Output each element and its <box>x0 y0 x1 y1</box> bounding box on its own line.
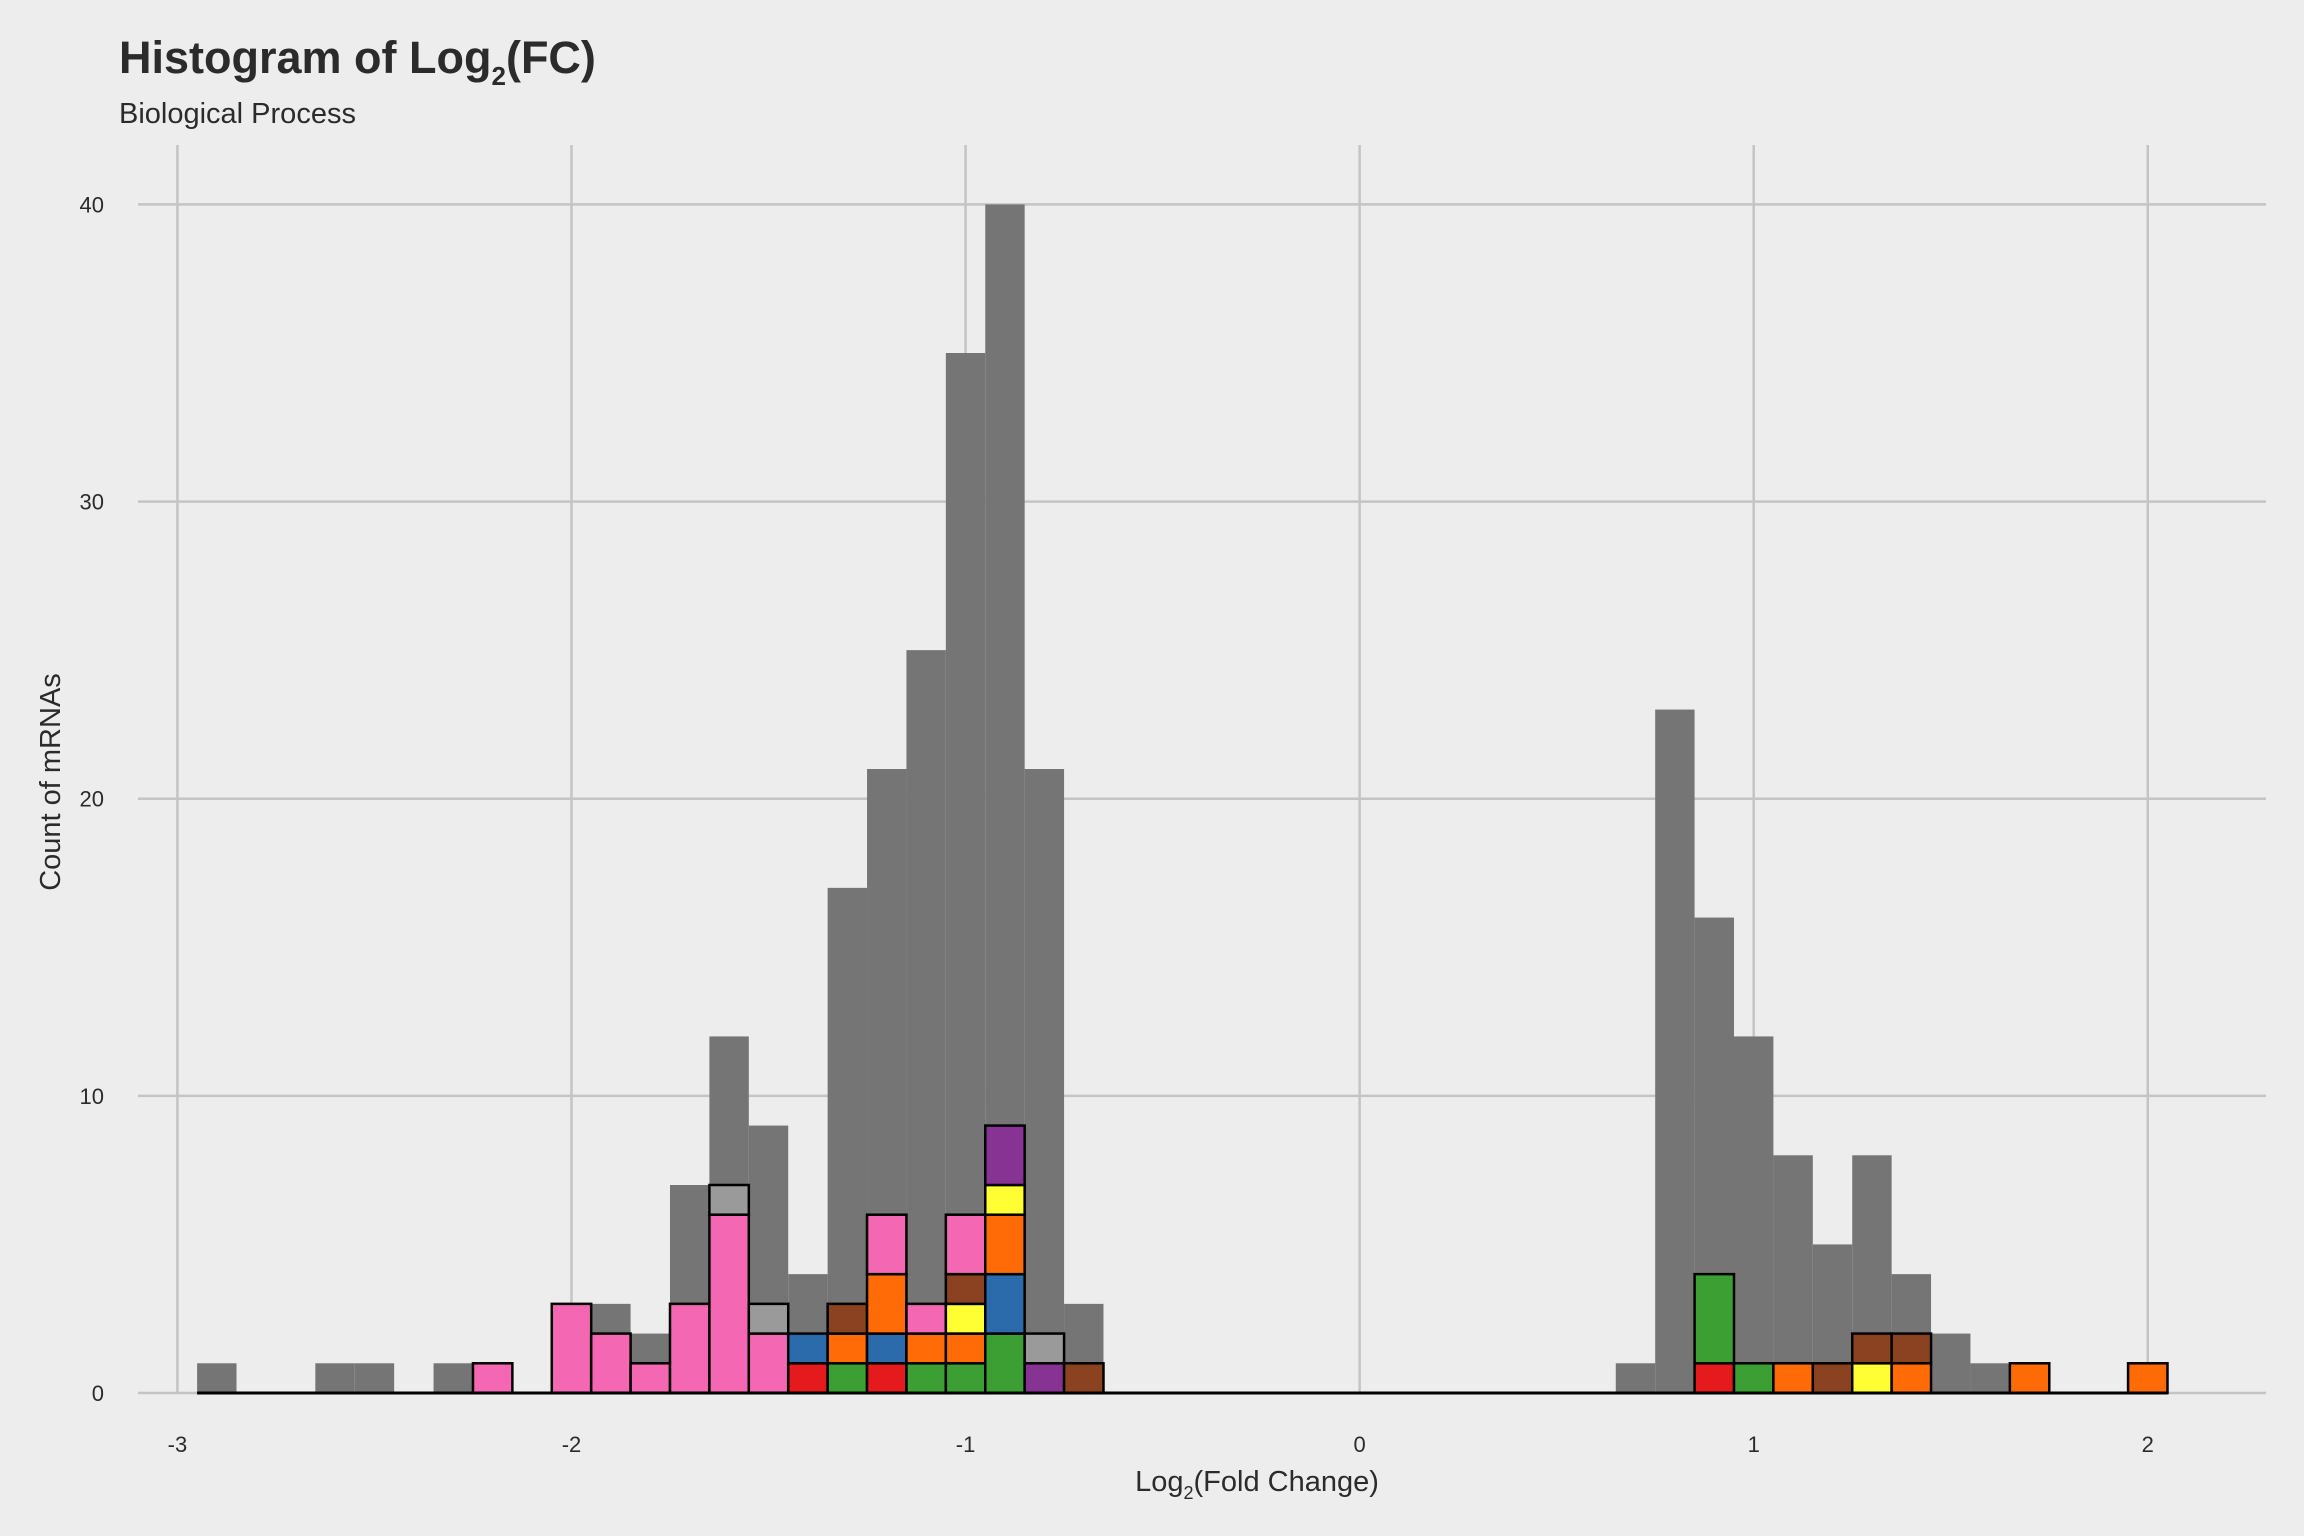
stacked-bar-segment <box>786 1362 829 1395</box>
histogram-bar <box>315 1363 355 1393</box>
stacked-bar-segment <box>905 1302 948 1335</box>
y-tick-label: 40 <box>80 192 104 217</box>
histogram-bar <box>1734 1036 1774 1393</box>
histogram-bar <box>1773 1155 1813 1393</box>
stacked-bar-segment <box>944 1332 987 1365</box>
stacked-bar-segment <box>984 1272 1026 1335</box>
chart-title: Histogram of Log2(FC) <box>119 32 596 91</box>
y-tick-label: 0 <box>92 1381 104 1406</box>
stacked-bar-segment <box>786 1332 829 1365</box>
stacked-bar-segment <box>865 1213 908 1276</box>
stacked-bar-segment <box>471 1362 514 1395</box>
stacked-bar-segment <box>2126 1362 2169 1395</box>
stacked-bar-segment <box>826 1362 869 1395</box>
stacked-bar-segment <box>1890 1362 1933 1395</box>
stacked-bar-segment <box>1890 1332 1933 1365</box>
x-tick-label: -2 <box>562 1432 582 1457</box>
stacked-bar-segment <box>1850 1362 1893 1395</box>
category-histogram <box>471 1124 2169 1395</box>
stacked-bar-segment <box>1693 1272 1736 1365</box>
stacked-bar-segment <box>747 1332 790 1395</box>
stacked-bar-segment <box>708 1213 751 1395</box>
x-tick-label: -1 <box>956 1432 976 1457</box>
histogram-bar <box>433 1363 473 1393</box>
grid-lines <box>138 145 2266 1395</box>
histogram-bar <box>1970 1363 2010 1393</box>
histogram-bar <box>1655 709 1695 1393</box>
x-tick-label: 1 <box>1748 1432 1760 1457</box>
y-tick-label: 10 <box>80 1084 104 1109</box>
x-tick-label: 2 <box>2142 1432 2154 1457</box>
stacked-bar-segment <box>944 1272 987 1306</box>
stacked-bar-segment <box>865 1362 908 1395</box>
stacked-bar-segment <box>1772 1362 1815 1395</box>
stacked-bar-segment <box>984 1332 1026 1395</box>
x-tick-label: -3 <box>168 1432 188 1457</box>
histogram-bar <box>197 1363 237 1393</box>
histogram-bar <box>1931 1333 1971 1393</box>
histogram-bar <box>906 650 946 1393</box>
stacked-bar-segment <box>826 1302 869 1335</box>
x-axis-ticks: -3 -2 -1 0 1 2 <box>168 1432 2154 1457</box>
stacked-bar-segment <box>1023 1332 1066 1365</box>
y-axis-ticks: 0 10 20 30 40 <box>80 192 104 1406</box>
stacked-bar-segment <box>865 1272 908 1335</box>
stacked-bar-segment <box>826 1332 869 1365</box>
stacked-bar-segment <box>865 1332 908 1365</box>
stacked-bar-segment <box>1023 1362 1066 1395</box>
stacked-bar-segment <box>984 1213 1026 1276</box>
stacked-bar-segment <box>905 1332 948 1365</box>
stacked-bar-segment <box>1693 1362 1736 1395</box>
stacked-bar-segment <box>747 1302 790 1335</box>
y-tick-label: 20 <box>80 787 104 812</box>
stacked-bar-segment <box>629 1362 672 1395</box>
stacked-bar-segment <box>668 1302 711 1395</box>
stacked-bar-segment <box>589 1332 632 1395</box>
x-axis-title: Log2(Fold Change) <box>1135 1466 1379 1503</box>
y-tick-label: 30 <box>80 490 104 515</box>
stacked-bar-segment <box>984 1124 1026 1187</box>
stacked-bar-segment <box>944 1362 987 1395</box>
x-tick-label: 0 <box>1354 1432 1366 1457</box>
histogram-bar <box>354 1363 395 1393</box>
histogram-bar <box>1615 1363 1656 1393</box>
stacked-bar-segment <box>905 1362 948 1395</box>
stacked-bar-segment <box>708 1183 751 1216</box>
chart-subtitle: Biological Process <box>119 98 356 130</box>
stacked-bar-segment <box>944 1302 987 1335</box>
stacked-bar-segment <box>984 1183 1026 1216</box>
stacked-bar-segment <box>2008 1362 2051 1395</box>
stacked-bar-segment <box>1062 1362 1105 1395</box>
stacked-bar-segment <box>1850 1332 1893 1365</box>
stacked-bar-segment <box>944 1213 987 1276</box>
histogram-bar <box>1024 769 1065 1393</box>
stacked-bar-segment <box>550 1302 593 1395</box>
stacked-bar-segment <box>1732 1362 1775 1395</box>
stacked-bar-segment <box>1811 1362 1854 1395</box>
y-axis-title: Count of mRNAs <box>35 673 67 891</box>
